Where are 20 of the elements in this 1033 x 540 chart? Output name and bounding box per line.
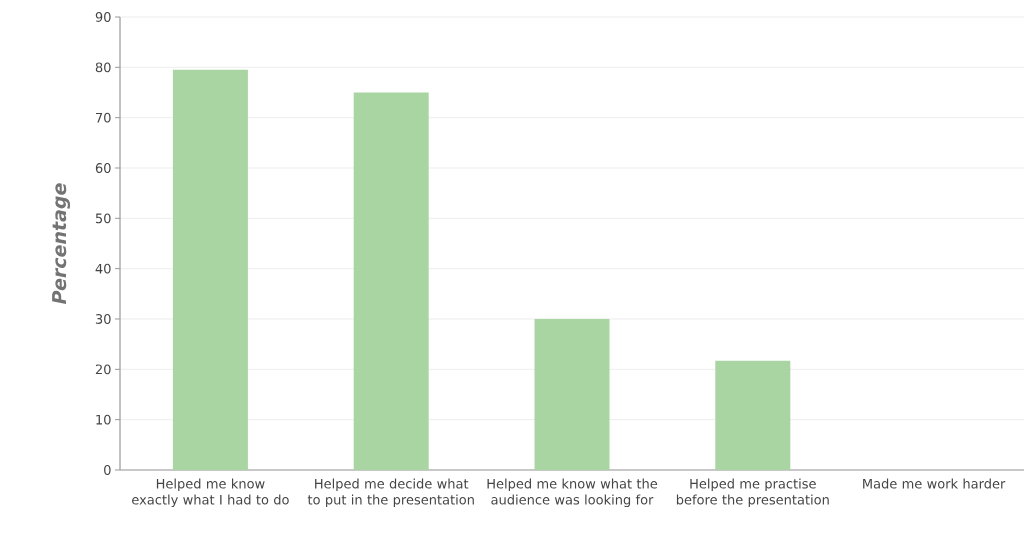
y-tick-label: 50 (95, 213, 111, 224)
y-tick-label: 0 (104, 465, 111, 475)
bar (353, 92, 429, 470)
bar (172, 69, 248, 470)
x-tick-label: Made me work harder (863, 478, 1006, 489)
y-tick-label: 90 (95, 12, 111, 22)
y-axis-title: Percentage (52, 183, 71, 304)
y-tick-label: 20 (95, 364, 111, 375)
y-tick-label: 40 (95, 263, 111, 274)
y-tick-label: 10 (96, 414, 111, 425)
x-tick-label: Helped me know what the audience was looking for (487, 478, 658, 508)
x-tick-label: Helped me practise before the presentation (676, 478, 829, 508)
x-tick-label: Helped me decide what to put in the presentation (307, 478, 474, 508)
y-tick-label: 60 (95, 163, 111, 173)
bar (534, 318, 610, 470)
y-tick-label: 70 (96, 112, 111, 123)
y-tick-label: 80 (95, 62, 111, 73)
bar (715, 360, 791, 470)
y-tick-label: 30 (95, 314, 111, 324)
x-tick-label: Helped me know exactly what I had to do (132, 478, 289, 508)
